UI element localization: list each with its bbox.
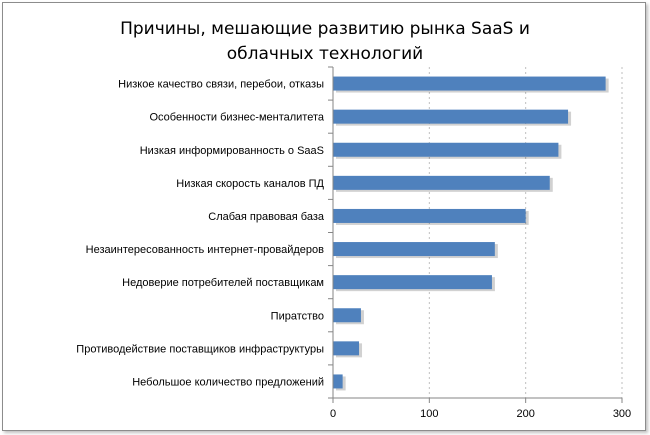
category-label: Пиратство bbox=[271, 310, 324, 322]
x-tick-label: 200 bbox=[516, 408, 534, 420]
x-tick-label: 100 bbox=[420, 408, 438, 420]
category-label: Небольшое количество предложений bbox=[132, 376, 324, 388]
bar bbox=[333, 308, 361, 323]
category-label: Недоверие потребителей поставщикам bbox=[122, 277, 324, 289]
bar bbox=[333, 341, 360, 356]
bar bbox=[333, 374, 343, 389]
axes bbox=[328, 66, 623, 403]
bars bbox=[333, 76, 609, 391]
chart-title-line-2: облачных технологий bbox=[227, 44, 423, 64]
category-label: Низкое качество связи, перебои, отказы bbox=[118, 79, 324, 91]
x-tick-label: 300 bbox=[613, 408, 631, 420]
bar bbox=[333, 175, 550, 190]
bar bbox=[333, 208, 526, 223]
bar bbox=[333, 275, 492, 290]
category-label: Незаинтересованность интернет-провайдеро… bbox=[86, 244, 324, 256]
x-tick-label: 0 bbox=[330, 408, 336, 420]
bar bbox=[333, 109, 569, 124]
category-label: Слабая правовая база bbox=[208, 211, 325, 223]
bar-chart: Причины, мешающие развитию рынка SaaS и … bbox=[76, 19, 631, 420]
category-labels: Низкое качество связи, перебои, отказы Ос… bbox=[76, 79, 325, 389]
category-label: Особенности бизнес-менталитета bbox=[150, 112, 325, 124]
category-label: Низкая информированность о SaaS bbox=[140, 145, 324, 157]
bar bbox=[333, 242, 495, 257]
chart-title-line-1: Причины, мешающие развитию рынка SaaS и bbox=[120, 19, 530, 39]
bar bbox=[333, 142, 559, 157]
x-tick-labels: 0 100 200 300 bbox=[330, 408, 631, 420]
category-label: Низкая скорость каналов ПД bbox=[176, 178, 324, 190]
chart-area: Причины, мешающие развитию рынка SaaS и … bbox=[2, 2, 646, 431]
bar bbox=[333, 76, 606, 91]
category-label: Противодействие поставщиков инфраструкту… bbox=[76, 343, 324, 355]
